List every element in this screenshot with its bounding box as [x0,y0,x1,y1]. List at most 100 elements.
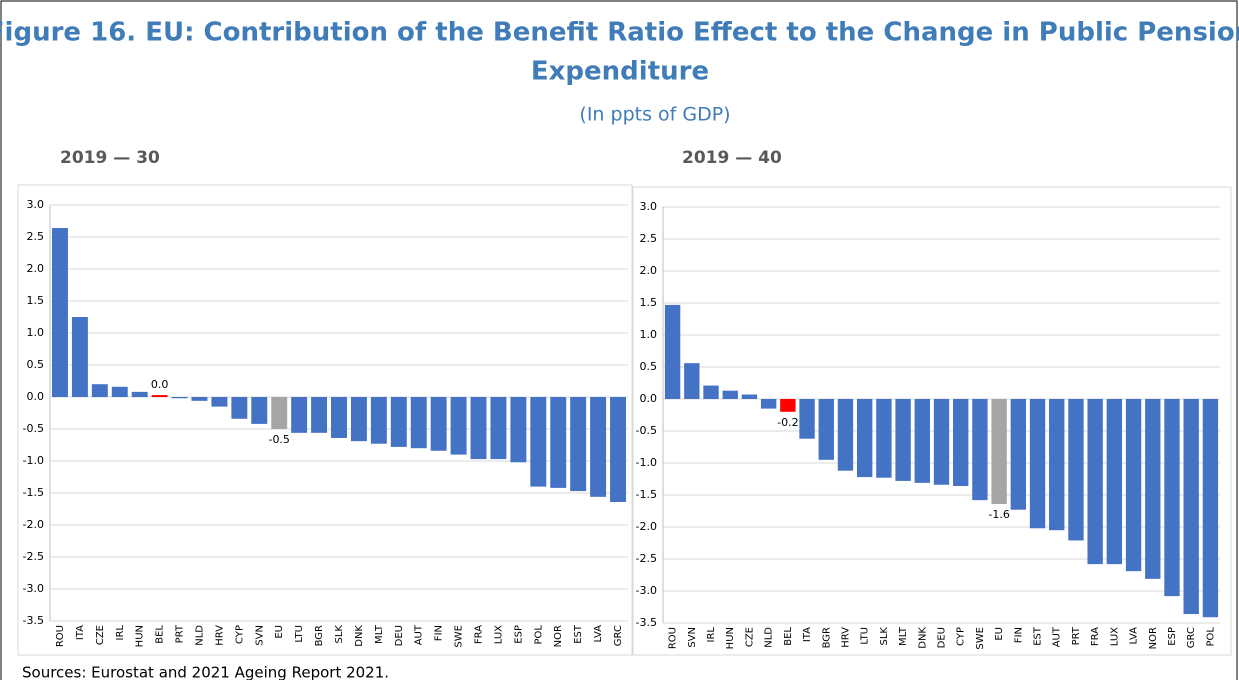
x-tick-label: SVN [254,625,265,646]
x-tick-label: NLD [764,627,775,648]
y-tick-label: 2.5 [27,230,45,243]
x-tick-label: NLD [194,625,205,646]
bar [71,317,88,397]
y-tick-label: -1.5 [636,488,657,501]
bar [1145,399,1161,579]
x-tick-label: BGR [821,627,832,648]
y-tick-label: -2.0 [636,520,657,533]
y-tick-label: -2.5 [23,550,44,563]
x-tick-label: LUX [493,625,504,644]
bar [1202,399,1219,618]
x-tick-label: LVA [1129,627,1140,645]
bar [972,399,988,501]
bar [1010,399,1027,510]
y-tick-label: -1.0 [636,456,657,469]
x-tick-label: CZE [95,625,106,645]
y-tick-label: -1.5 [23,486,44,499]
x-tick-label: ITA [802,627,813,642]
y-tick-label: 0.5 [27,358,45,371]
x-tick-label: EU [274,625,285,639]
y-tick-label: 1.5 [640,296,658,309]
bar [530,397,547,487]
title-line: Figure 16. EU: Contribution of the Benef… [0,18,1239,48]
y-tick-label: 3.0 [27,198,45,211]
x-tick-label: SLK [879,627,890,646]
bar [251,397,268,424]
y-tick-label: -0.5 [23,422,44,435]
bar [610,397,627,502]
bar [953,399,969,487]
bar [291,397,308,433]
x-tick-label: HUN [135,625,146,647]
y-tick-label: 2.0 [27,262,45,275]
x-tick-label: BGR [314,625,325,646]
y-tick-label: 0.0 [640,392,658,405]
bar [837,399,854,471]
x-tick-label: MLT [374,624,385,644]
bar [430,397,447,451]
x-tick-label: POL [1205,627,1216,647]
subtitle: (In ppts of GDP) [579,104,730,126]
bar [664,304,681,399]
x-tick-label: DEU [937,627,948,648]
bar [450,397,467,455]
x-tick-label: GRC [613,625,624,646]
bar [799,399,815,439]
x-tick-label: BEL [155,625,166,644]
x-tick-label: LTU [294,625,305,643]
bar [211,397,228,407]
bar [1068,399,1084,541]
x-tick-label: GRC [1186,627,1197,648]
x-tick-label: ROU [55,625,66,647]
bar [1087,399,1103,565]
bar [370,397,387,444]
x-tick-label: FIN [1013,627,1024,643]
x-tick-label: CZE [744,627,755,647]
x-tick-label: SLK [334,625,345,644]
bar [722,390,738,399]
x-tick-label: FIN [434,625,445,641]
bar [1029,399,1046,529]
x-tick-label: ESP [513,625,524,644]
x-tick-label: DNK [354,625,365,647]
y-tick-label: 0.0 [27,390,45,403]
x-tick-label: AUT [1052,626,1063,647]
bar [131,391,148,397]
bar [933,399,950,485]
y-tick-label: 1.0 [640,328,658,341]
x-tick-label: FRA [1090,627,1101,646]
bar [818,399,834,460]
bar [231,397,248,419]
x-tick-label: CYP [234,625,245,644]
x-tick-label: FRA [474,625,485,644]
y-tick-label: 2.0 [640,264,658,277]
bar [350,397,367,442]
x-tick-label: ROU [668,627,679,649]
x-tick-label: HRV [214,625,225,646]
x-tick-label: IRL [706,627,717,643]
chart-border [17,184,633,656]
x-tick-label: EST [573,624,584,644]
bar [191,397,208,401]
bar [171,397,188,399]
bar [550,397,567,488]
y-tick-label: -0.5 [636,424,657,437]
bar [991,399,1007,504]
x-tick-label: LTU [860,627,871,645]
panel-title: 2019 — 40 [682,148,782,168]
y-tick-label: -3.0 [23,582,44,595]
x-tick-label: CYP [956,627,967,646]
y-tick-label: 2.5 [640,232,658,245]
y-tick-label: -3.5 [636,616,657,629]
x-tick-label: NOR [1148,627,1159,649]
y-tick-label: -2.5 [636,552,657,565]
bar [856,399,873,478]
y-tick-label: 1.0 [27,326,45,339]
x-tick-label: EST [1033,626,1044,646]
x-tick-label: AUT [414,624,425,645]
x-tick-label: LUX [1109,627,1120,646]
bar [760,399,777,409]
y-tick-label: 1.5 [27,294,45,307]
